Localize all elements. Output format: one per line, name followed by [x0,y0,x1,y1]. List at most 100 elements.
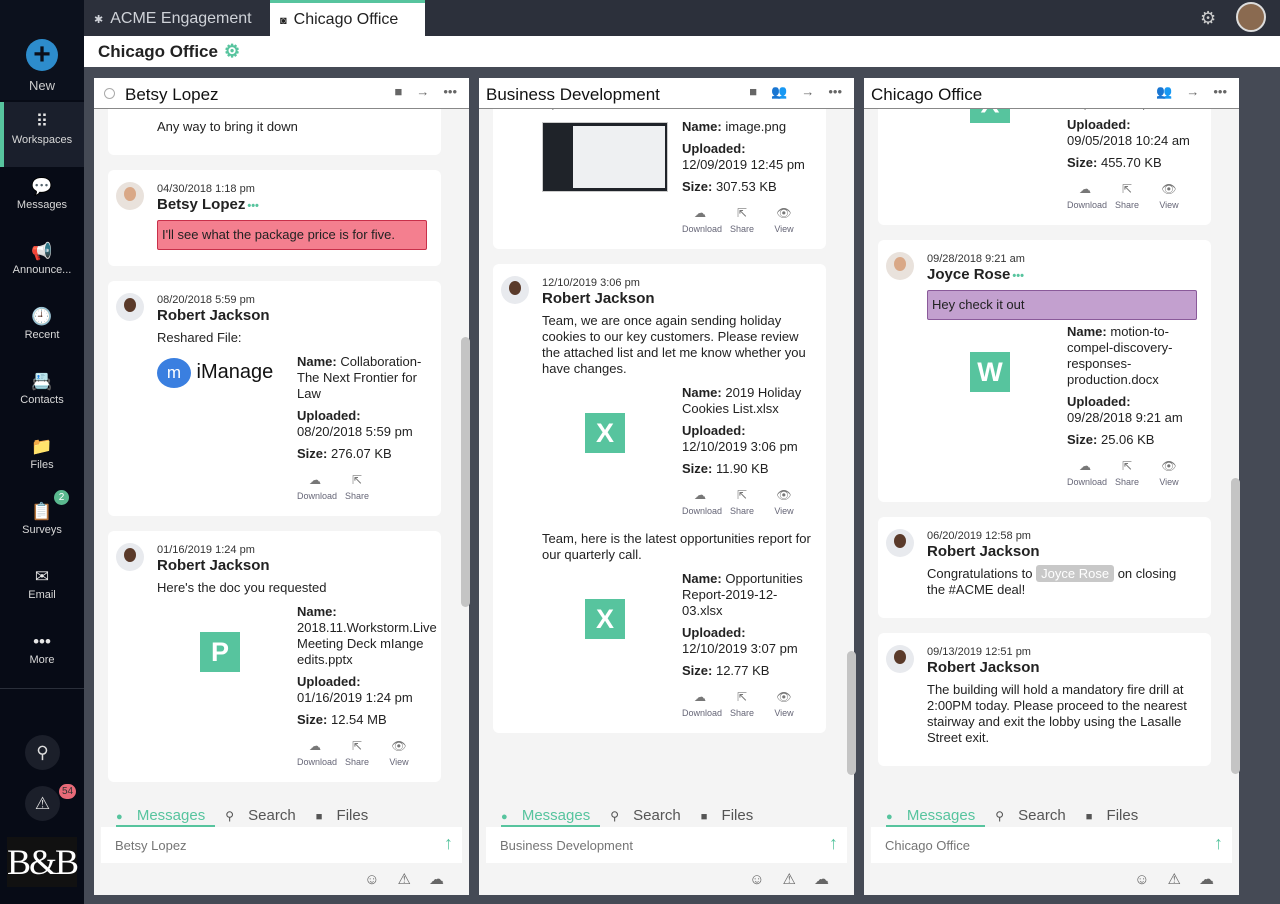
tab-files[interactable]: ■ Files [701,807,764,824]
sender-name[interactable]: Robert Jackson [542,290,655,307]
sender-name[interactable]: Betsy Lopez [157,196,246,213]
scrollbar[interactable] [461,337,470,607]
sidebar-item-surveys[interactable]: 📋 Surveys 2 [0,490,84,557]
group-icon[interactable]: 👥 [771,84,788,99]
sidebar-item-more[interactable]: ••• More [0,622,84,687]
image-thumbnail[interactable] [542,122,668,192]
tab-messages[interactable]: ● Messages [116,807,216,827]
contact-card-icon: 📇 [31,372,53,391]
sender-name[interactable]: Robert Jackson [157,307,270,324]
share-button[interactable]: ⇱ Share [1109,458,1145,490]
send-arrow-icon[interactable]: ↑ [1214,833,1223,853]
sidebar-item-workspaces[interactable]: ⠿ Workspaces [0,102,84,167]
arrow-right-icon[interactable]: → [801,84,815,99]
tab-files[interactable]: ■ Files [1086,807,1149,824]
send-arrow-icon[interactable]: ↑ [444,833,453,853]
cloud-upload-icon[interactable]: ☁ [1199,871,1214,888]
message-card: 09/13/2019 12:51 pm Robert Jackson The bui… [878,633,1211,766]
cloud-upload-icon[interactable]: ☁ [429,871,444,888]
user-avatar[interactable] [1236,2,1266,32]
share-button[interactable]: ⇱ Share [339,472,375,504]
message-input[interactable] [101,827,462,863]
sender-name[interactable]: Robert Jackson [927,659,1040,676]
tab-search[interactable]: ⚲ Search [225,807,306,824]
emoji-icon[interactable]: ☺ [1134,871,1150,888]
sidebar-item-email[interactable]: ✉ Email [0,557,84,622]
avatar[interactable] [886,645,914,673]
video-icon[interactable]: ■ [394,84,403,99]
size-label: Size: [297,712,328,727]
settings-gear-icon[interactable]: ⚙ [1200,8,1217,28]
avatar[interactable] [116,182,144,210]
send-arrow-icon[interactable]: ↑ [829,833,838,853]
more-dots-icon[interactable]: ••• [247,200,259,212]
download-button[interactable]: ☁ Download [682,689,722,721]
arrow-right-icon[interactable]: → [1186,84,1200,99]
avatar[interactable] [886,252,914,280]
download-button[interactable]: ☁ Download [1067,458,1107,490]
share-button[interactable]: ⇱ Share [724,205,760,237]
cloud-upload-icon[interactable]: ☁ [814,871,829,888]
tab-messages[interactable]: ● Messages [501,807,601,827]
emoji-icon[interactable]: ☺ [749,871,765,888]
alerts-button[interactable]: ⚠ [25,786,60,821]
sidebar-item-messages[interactable]: 💬 Messages [0,167,84,232]
view-button[interactable]: 👁 View [766,487,802,519]
avatar[interactable] [886,529,914,557]
view-button[interactable]: 👁 View [766,205,802,237]
tab-search[interactable]: ⚲ Search [610,807,691,824]
more-dots-icon[interactable]: ••• [1012,270,1024,282]
tab-label: ACME Engagement [110,10,252,27]
message-input[interactable] [486,827,847,863]
tab-messages[interactable]: ● Messages [886,807,986,827]
share-button[interactable]: ⇱ Share [339,738,375,770]
sender-name[interactable]: Robert Jackson [927,543,1040,560]
new-button[interactable]: + New [0,0,84,100]
message-input[interactable] [871,827,1232,863]
sidebar-item-announce[interactable]: 📢 Announce... [0,232,84,297]
user-mention[interactable]: Joyce Rose [1036,565,1115,582]
tab-chicago-office[interactable]: ◙ Chicago Office [270,0,425,36]
emoji-icon[interactable]: ☺ [364,871,380,888]
warning-icon[interactable]: ⚠ [397,871,411,888]
sidebar-item-recent[interactable]: 🕘 Recent [0,297,84,362]
view-button[interactable]: 👁 View [1151,181,1187,213]
download-button[interactable]: ☁ Download [682,205,722,237]
view-button[interactable]: 👁 View [1151,458,1187,490]
search-button[interactable]: ⚲ [25,735,60,770]
download-button[interactable]: ☁ Download [1067,181,1107,213]
message-list: Any way to bring it down 04/30/2018 1:18 … [94,109,469,809]
avatar[interactable] [501,276,529,304]
view-button[interactable]: 👁 View [766,689,802,721]
tab-acme-engagement[interactable]: ✱ ACME Engagement [84,0,270,36]
video-icon[interactable]: ■ [749,84,758,99]
sidebar-item-label: Email [28,589,56,601]
sender-name[interactable]: Joyce Rose [927,266,1011,283]
warning-icon[interactable]: ⚠ [782,871,796,888]
warning-icon[interactable]: ⚠ [1167,871,1181,888]
avatar[interactable] [116,293,144,321]
file-size: 455.70 KB [1100,155,1162,170]
download-button[interactable]: ☁ Download [297,738,337,770]
view-button[interactable]: 👁 View [381,738,417,770]
more-icon[interactable]: ••• [443,84,457,99]
scrollbar[interactable] [1231,478,1240,774]
avatar[interactable] [116,543,144,571]
arrow-right-icon[interactable]: → [416,84,430,99]
group-icon[interactable]: 👥 [1156,84,1173,99]
tab-files[interactable]: ■ Files [316,807,379,824]
share-button[interactable]: ⇱ Share [1109,181,1145,213]
sidebar-item-files[interactable]: 📁 Files [0,427,84,492]
share-button[interactable]: ⇱ Share [724,487,760,519]
download-button[interactable]: ☁ Download [297,472,337,504]
sidebar-item-contacts[interactable]: 📇 Contacts [0,362,84,427]
download-button[interactable]: ☁ Download [682,487,722,519]
share-button[interactable]: ⇱ Share [724,689,760,721]
sender-name[interactable]: Robert Jackson [157,557,270,574]
settings-gear-icon[interactable]: ⚙ [223,41,241,61]
scrollbar[interactable] [847,651,856,775]
size-label: Size: [682,663,713,678]
tab-search[interactable]: ⚲ Search [995,807,1076,824]
more-icon[interactable]: ••• [828,84,842,99]
more-icon[interactable]: ••• [1213,84,1227,99]
